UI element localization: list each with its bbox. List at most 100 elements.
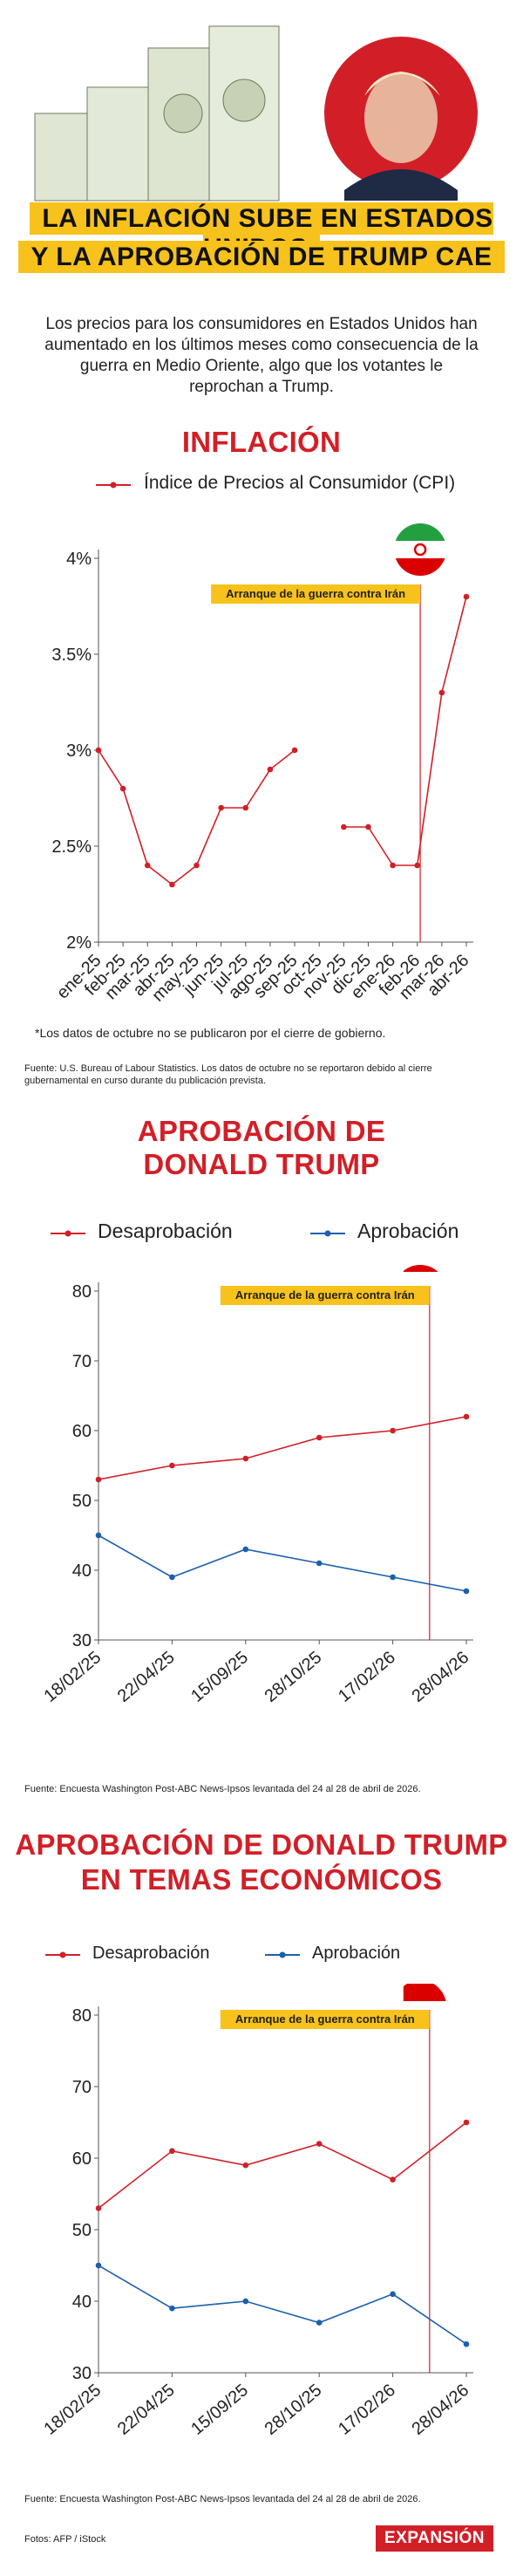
approval-legend-red-marker xyxy=(51,1230,85,1237)
data-point xyxy=(169,881,175,888)
approval-legend-disapproval: Desaprobación xyxy=(98,1220,233,1242)
data-point xyxy=(242,804,249,811)
money-illustration xyxy=(34,25,478,202)
y-tick-label: 4% xyxy=(66,550,92,569)
hero-banner xyxy=(0,0,523,202)
data-point xyxy=(144,862,151,869)
expansion-logo: EXPANSIÓN xyxy=(375,2525,493,2552)
banknote-stack xyxy=(34,25,280,202)
inflation-note: *Los datos de octubre no se publicaron p… xyxy=(35,1026,386,1040)
inflation-legend-label: Índice de Precios al Consumidor (CPI) xyxy=(144,473,456,493)
data-point xyxy=(316,1434,323,1441)
approval-legend-blue-marker xyxy=(310,1230,345,1237)
data-point xyxy=(438,689,445,696)
y-tick-label: 3.5% xyxy=(51,646,92,665)
inflation-title: INFLACIÓN xyxy=(181,426,342,458)
data-point xyxy=(95,2205,102,2211)
iran-flag-icon xyxy=(403,1265,447,1272)
series-line xyxy=(98,1416,467,1480)
annotation-box xyxy=(220,1286,430,1305)
data-point xyxy=(463,2119,470,2126)
data-point xyxy=(390,862,396,869)
x-tick-label: 18/02/25 xyxy=(40,1648,105,1706)
economic-title-line-1: APROBACIÓN DE DONALD TRUMP xyxy=(15,1828,508,1861)
y-tick-label: 40 xyxy=(72,1561,92,1581)
y-tick-label: 50 xyxy=(72,1492,92,1511)
y-tick-label: 80 xyxy=(72,1282,92,1302)
iran-flag-icon xyxy=(403,1980,447,2001)
x-tick-label: 28/04/26 xyxy=(408,1648,472,1706)
y-tick-label: 40 xyxy=(72,2292,92,2312)
data-point xyxy=(390,2291,396,2298)
approval-source: Fuente: Encuesta Washington Post-ABC New… xyxy=(24,1784,421,1794)
series-line xyxy=(98,2265,467,2345)
y-tick-label: 3% xyxy=(66,741,92,761)
data-point xyxy=(365,823,371,830)
approval-legend: Desaprobación Aprobación xyxy=(0,1220,523,1246)
data-point xyxy=(390,1427,396,1434)
annotation-box xyxy=(220,2010,430,2029)
annotation-label: Arranque de la guerra contra Irán xyxy=(226,587,405,600)
y-tick-label: 70 xyxy=(72,2078,92,2097)
y-tick-label: 2.5% xyxy=(51,837,92,857)
data-point xyxy=(291,747,298,754)
data-point xyxy=(169,2305,175,2312)
x-tick-label: 28/10/25 xyxy=(262,1648,326,1706)
annotation-label: Arranque de la guerra contra Irán xyxy=(235,1288,415,1302)
y-tick-label: 80 xyxy=(72,2006,92,2026)
data-point xyxy=(242,1546,249,1553)
data-point xyxy=(463,1413,470,1420)
data-point xyxy=(218,804,224,811)
series-line xyxy=(98,2122,467,2210)
x-tick-label: 22/04/25 xyxy=(114,1648,179,1706)
data-point xyxy=(390,2176,396,2183)
iran-flag-icon xyxy=(394,523,447,576)
economic-legend-red-marker xyxy=(45,1951,80,1958)
data-point xyxy=(169,2148,175,2155)
economic-source: Fuente: Encuesta Washington Post-ABC New… xyxy=(24,2494,421,2504)
data-point xyxy=(341,823,347,830)
inflation-chart: 2%2.5%3%3.5%4%ene-25feb-25mar-25abr-25ma… xyxy=(51,523,473,1006)
x-tick-label: 15/09/25 xyxy=(187,2381,252,2439)
headline-line-2: Y LA APROBACIÓN DE TRUMP CAE xyxy=(0,241,523,273)
economic-legend: Desaprobación Aprobación xyxy=(0,1944,523,1970)
data-point xyxy=(169,1574,175,1581)
x-tick-label: 15/09/25 xyxy=(187,1648,252,1706)
approval-chart: 30 40 50 60 70 80 18/02/25 22/04/25 15/09/25 28/1… xyxy=(40,1265,473,1706)
y-tick-label: 30 xyxy=(72,2364,92,2383)
inflation-source: Fuente: U.S. Bureau of Labour Statistics… xyxy=(24,1063,432,1086)
data-point xyxy=(242,1455,249,1462)
economic-legend-blue-marker xyxy=(265,1951,300,1958)
economic-legend-approval: Aprobación xyxy=(312,1944,401,1963)
data-point xyxy=(169,1462,175,1469)
y-tick-label: 70 xyxy=(72,1352,92,1371)
approval-title-line-1: APROBACIÓN DE xyxy=(137,1115,386,1147)
data-point xyxy=(316,2320,323,2326)
intro-paragraph: Los precios para los consumidores en Est… xyxy=(44,315,479,396)
annotation-label: Arranque de la guerra contra Irán xyxy=(235,2012,415,2026)
data-point xyxy=(194,862,200,869)
x-tick-label: 22/04/25 xyxy=(114,2381,179,2439)
data-point xyxy=(463,1588,470,1595)
series-line xyxy=(98,1534,467,1592)
data-point xyxy=(242,2162,249,2169)
annotation-box xyxy=(211,584,421,604)
photo-credit: Fotos: AFP / iStock xyxy=(24,2534,106,2545)
headline: LA INFLACIÓN SUBE EN ESTADOS UNIDOS Y LA… xyxy=(0,199,523,286)
series-line xyxy=(343,596,467,866)
economic-chart: 30 40 50 60 70 80 18/02/25 22/04/25 15/09/25 28/1… xyxy=(40,1980,473,2439)
data-point xyxy=(95,747,102,754)
data-point xyxy=(242,2298,249,2305)
x-tick-label: 18/02/25 xyxy=(40,2381,105,2439)
data-point xyxy=(95,1532,102,1539)
inflation-legend-marker xyxy=(96,482,131,489)
data-point xyxy=(95,1476,102,1483)
data-point xyxy=(267,766,274,773)
economic-legend-disapproval: Desaprobación xyxy=(92,1944,210,1963)
approval-legend-approval: Aprobación xyxy=(357,1220,459,1242)
y-tick-label: 50 xyxy=(72,2221,92,2240)
data-point xyxy=(316,1560,323,1567)
approval-title-line-2: DONALD TRUMP xyxy=(143,1148,380,1180)
y-tick-label: 2% xyxy=(66,933,92,953)
y-tick-label: 60 xyxy=(72,2149,92,2169)
